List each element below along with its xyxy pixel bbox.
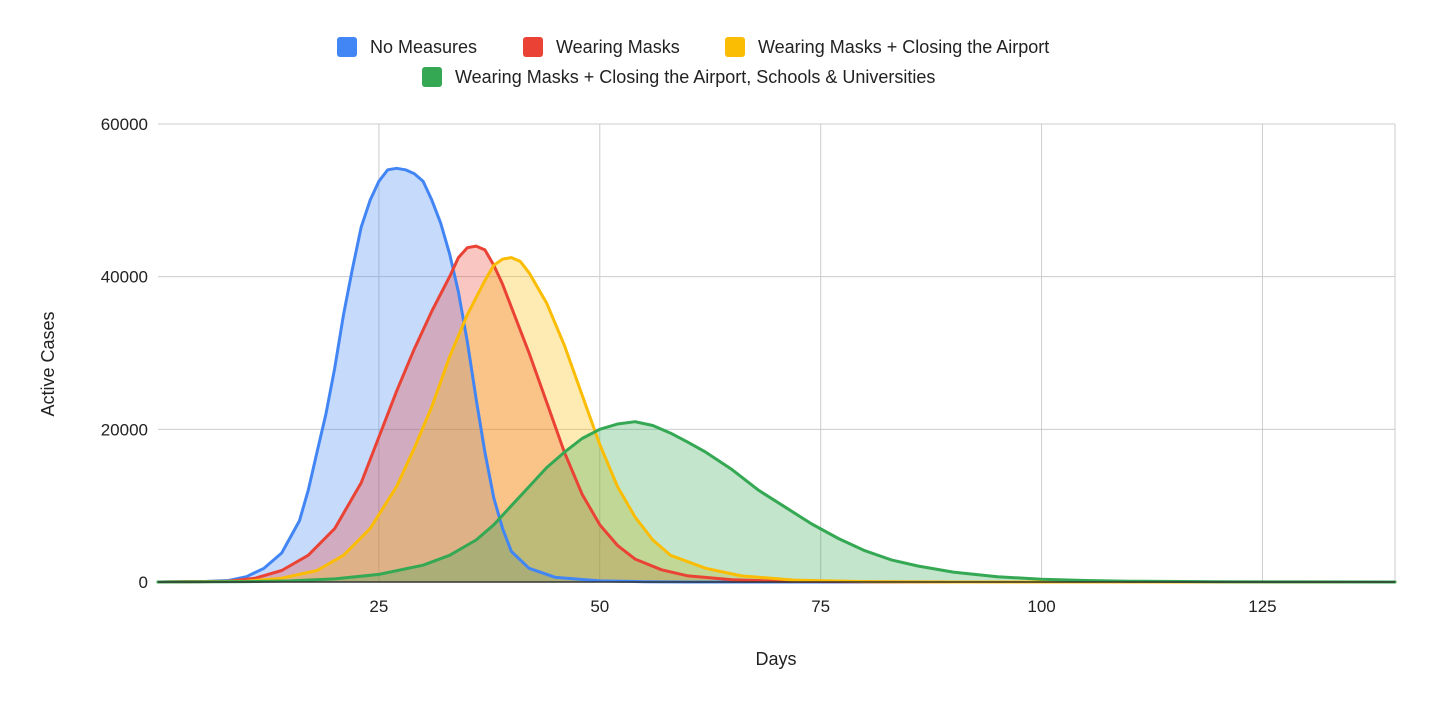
y-tick-label: 60000	[101, 115, 148, 134]
y-tick-label: 20000	[101, 420, 148, 439]
line-layer	[156, 166, 1397, 584]
legend-label-4: Wearing Masks + Closing the Airport, Sch…	[455, 67, 935, 87]
legend-label-1: No Measures	[370, 37, 477, 57]
series-line-3	[156, 256, 1397, 584]
series-line-1	[156, 166, 1397, 584]
y-tick-label: 40000	[101, 268, 148, 287]
series-area-2	[158, 246, 1395, 582]
legend-swatch-3	[725, 37, 745, 57]
x-axis-title: Days	[755, 649, 796, 669]
legend-label-3: Wearing Masks + Closing the Airport	[758, 37, 1049, 57]
x-tick-label: 50	[590, 597, 609, 616]
axis-layer: 0 20000 40000 60000 25 50 75 100 125	[101, 115, 1395, 616]
x-tick-label: 75	[811, 597, 830, 616]
legend-label-2: Wearing Masks	[556, 37, 680, 57]
x-tick-label: 100	[1027, 597, 1055, 616]
legend-swatch-4	[422, 67, 442, 87]
area-layer	[158, 168, 1395, 583]
series-line-4	[156, 420, 1397, 584]
legend-layer: No Measures Wearing Masks Wearing Masks + …	[337, 37, 1049, 87]
y-tick-label: 0	[139, 573, 148, 592]
x-tick-label: 125	[1248, 597, 1276, 616]
x-tick-label: 25	[369, 597, 388, 616]
legend-swatch-2	[523, 37, 543, 57]
grid-layer	[158, 123, 1396, 582]
y-axis-title: Active Cases	[38, 311, 58, 416]
series-area-1	[158, 168, 1395, 583]
legend-swatch-1	[337, 37, 357, 57]
